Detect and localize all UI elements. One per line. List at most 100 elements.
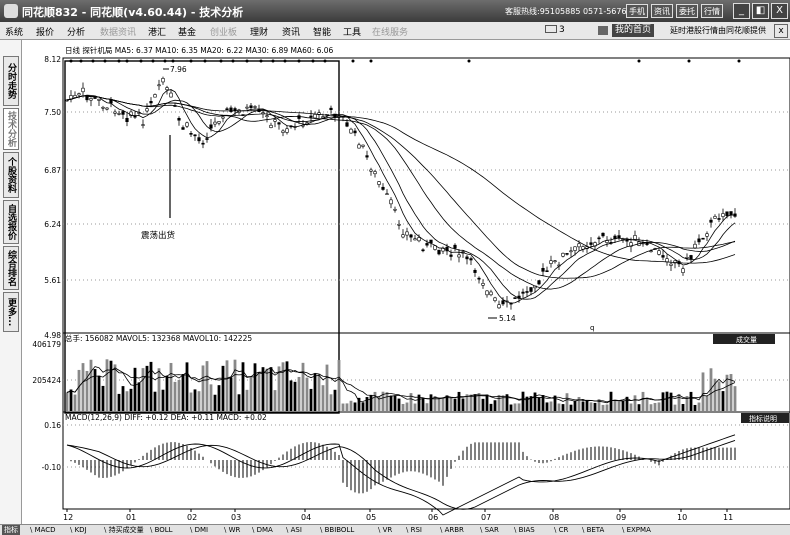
volume-bar [385,392,389,411]
quote-button[interactable]: 行情 [701,4,723,18]
volume-bar [217,385,221,411]
indicator-tab[interactable]: \ BBIBOLL [320,526,355,534]
indicator-tab[interactable]: \ SAR [480,526,499,534]
candle-body [277,122,281,125]
indicator-tab[interactable]: \ DMA [252,526,273,534]
volume-bar [505,394,509,411]
candle-body [729,211,733,216]
menu-close-icon[interactable]: x [774,24,788,38]
volume-bar [369,395,373,411]
candle-body [401,234,405,238]
close-icon[interactable]: X [771,3,788,19]
volume-bar [317,373,321,411]
volume-bar [609,391,613,411]
event-dot [737,59,741,63]
indicator-help-button[interactable] [741,413,789,423]
volume-bar [433,396,437,411]
indicator-tab[interactable]: \ ASI [286,526,302,534]
volume-bar [621,400,625,411]
tab-intraday[interactable]: 分时走势 [3,56,19,106]
volume-bar [233,359,237,411]
volume-bar [469,394,473,411]
volume-bar [113,364,117,411]
tab-more[interactable]: 更多... [3,292,19,332]
menu-smart[interactable]: 智能 [313,28,332,38]
candle-body [181,127,185,130]
candle-body [357,144,361,149]
indicator-tab[interactable]: \ DMI [190,526,209,534]
candle-body [669,263,673,266]
menu-quote[interactable]: 报价 [36,28,55,38]
home-icon[interactable] [598,26,608,35]
candle-body [545,270,549,273]
volume-bar [353,402,357,411]
event-dot [283,59,287,63]
volume-bar [693,404,697,411]
menu-analysis[interactable]: 分析 [67,28,86,38]
volume-bar [125,391,129,411]
volume-bar [237,394,241,411]
menu-hk[interactable]: 港汇 [148,28,167,38]
volume-bar [73,394,77,411]
tab-technical[interactable]: 技术分析 [3,108,19,150]
restore-icon[interactable]: ◧ [752,3,769,19]
candle-body [405,231,409,236]
indicator-tab[interactable]: \ EXPMA [622,526,651,534]
indicator-tab[interactable]: \ CR [554,526,569,534]
indicator-tab[interactable]: 指标 [2,525,20,535]
high-label: 7.96 [170,65,187,74]
indicator-tab[interactable]: \ RSI [406,526,422,534]
minimize-icon[interactable]: _ [733,3,750,19]
tab-stock-info[interactable]: 个股资料 [3,152,19,198]
candle-body [217,121,221,124]
price-tick: 6.24 [44,220,61,229]
indicator-tab[interactable]: \ KDJ [70,526,87,534]
volume-bar [81,363,85,411]
menu-tools[interactable]: 工具 [343,28,362,38]
event-dot [311,59,315,63]
volume-bar [537,397,541,411]
tab-ranking[interactable]: 综合排名 [3,246,19,290]
indicator-help-label: 指标说明 [749,414,777,423]
x-axis-label: 05 [366,513,376,522]
x-axis-label: 04 [301,513,311,522]
mail-button[interactable]: 3 [545,25,565,35]
price-tick: 5.61 [44,276,61,285]
x-axis-label: 12 [63,513,73,522]
volume-ma-lines [66,366,736,404]
candle-body [541,267,545,272]
chart-area[interactable]: 日线 探针机局 MA5: 6.37 MA10: 6.35 MA20: 6.22 … [23,40,790,528]
candle-body [85,95,89,101]
candle-body [601,232,605,237]
volume-type-button[interactable] [713,334,775,344]
candle-body [617,235,621,239]
indicator-tab[interactable]: \ BIAS [514,526,535,534]
chart-svg[interactable]: 日线 探针机局 MA5: 6.37 MA10: 6.35 MA20: 6.22 … [23,40,790,528]
indicator-tab[interactable]: \ BETA [582,526,605,534]
menu-fund[interactable]: 基金 [178,28,197,38]
volume-tick: 205424 [32,376,61,385]
volume-bar [437,398,441,411]
left-tab-strip: 分时走势 技术分析 个股资料 自选报价 综合排名 更多... [0,40,22,528]
menu-finance[interactable]: 理财 [250,28,269,38]
tab-watchlist[interactable]: 自选报价 [3,200,19,244]
my-home-button[interactable]: 我的首页 [612,24,655,37]
menu-news[interactable]: 资讯 [282,28,301,38]
phone-button[interactable]: 手机 [626,4,648,18]
menu-online[interactable]: 在线服务 [372,28,409,38]
indicator-tab[interactable]: \ VR [378,526,393,534]
news-button[interactable]: 资讯 [651,4,673,18]
indicator-tab[interactable]: \ WR [224,526,241,534]
menu-gem[interactable]: 创业板 [210,28,238,38]
volume-bar [173,381,177,411]
trade-button[interactable]: 委托 [676,4,698,18]
indicator-tab[interactable]: \ ARBR [440,526,464,534]
indicator-tab[interactable]: \ BOLL [150,526,173,534]
candle-body [389,199,393,205]
indicator-tab[interactable]: \ MACD [30,526,56,534]
event-dot [151,59,155,63]
menu-data-news[interactable]: 数据资讯 [100,28,137,38]
candle-body [153,94,157,98]
menu-system[interactable]: 系统 [5,28,24,38]
indicator-tab[interactable]: \ 持买成交量 [104,526,144,534]
